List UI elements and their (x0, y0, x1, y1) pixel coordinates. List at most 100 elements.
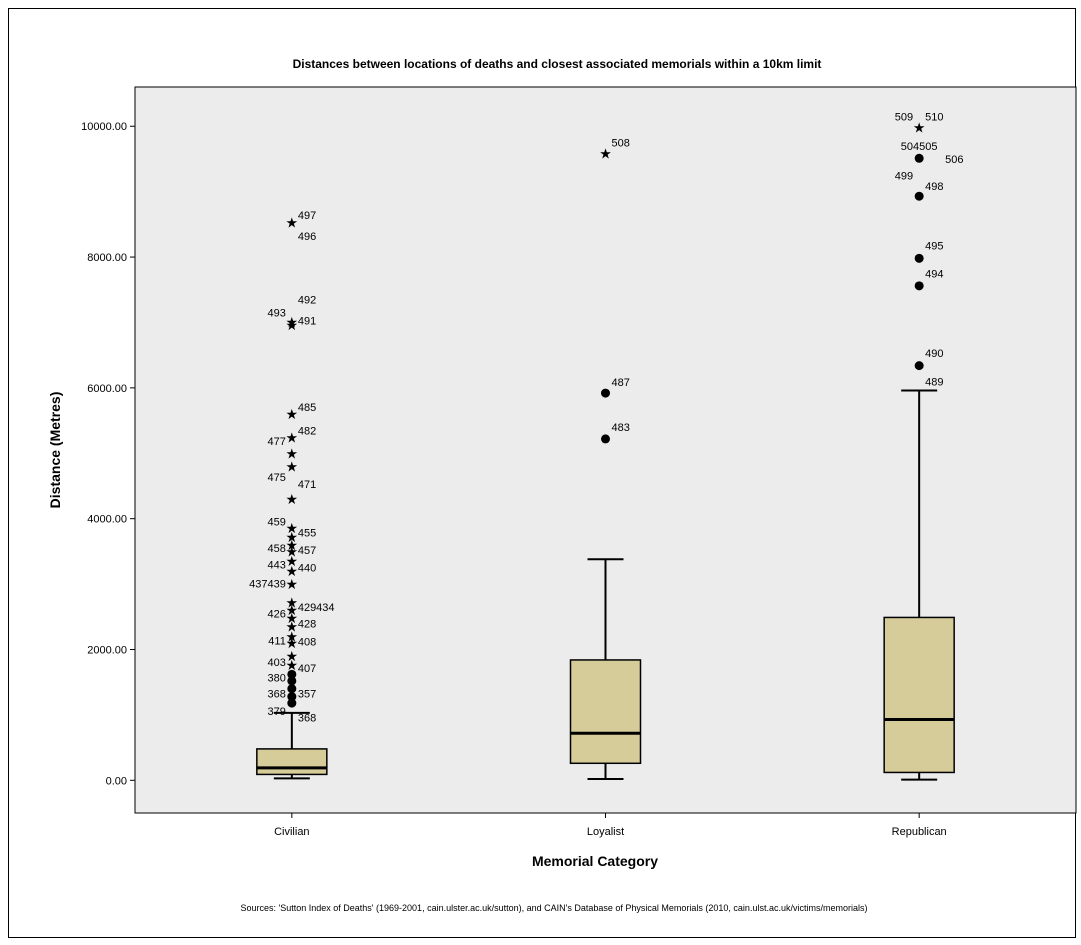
outlier-label: 495 (925, 240, 943, 252)
outlier-point (914, 153, 924, 163)
source-note: Sources: 'Sutton Index of Deaths' (1969-… (241, 903, 868, 913)
x-tick-label: Republican (892, 826, 947, 838)
extreme-point: ★ (286, 595, 299, 611)
outlier-point (287, 698, 297, 708)
outlier-label: 475 (267, 472, 285, 484)
outlier-label: 483 (612, 422, 630, 434)
outlier-point (914, 191, 924, 201)
outlier-label: 457 (298, 545, 316, 557)
box-republican (883, 389, 955, 781)
outlier-point (914, 281, 924, 291)
extreme-point: ★ (286, 544, 299, 560)
outlier-label: 477 (267, 436, 285, 448)
outlier-point (287, 684, 297, 694)
extreme-point: ★ (286, 577, 299, 593)
outlier-label: 508 (612, 138, 630, 150)
extreme-point: ★ (286, 407, 299, 423)
outlier-label: 496 (298, 231, 316, 243)
outlier-point (287, 669, 297, 679)
outlier-label: 403 (267, 657, 285, 669)
outlier-label: 506 (945, 154, 963, 166)
extreme-point: ★ (286, 636, 299, 652)
outlier-label: 368 (267, 688, 285, 700)
extreme-point: ★ (286, 315, 299, 331)
outlier-label: 428 (298, 618, 316, 630)
outlier-label: 497 (298, 210, 316, 222)
extreme-point: ★ (286, 492, 299, 508)
extreme-point: ★ (286, 530, 299, 546)
x-axis: Civilian Loyalist Republican (274, 813, 947, 838)
outlier-label: 458 (267, 543, 285, 555)
outlier-series: ★★★★★★★★★★★★★★★★★★★★★★★★★ (286, 121, 926, 708)
outlier-label: 379 (267, 706, 285, 718)
outlier-label: 443 (267, 559, 285, 571)
box-loyalist (569, 558, 642, 780)
outlier-label: 487 (612, 377, 630, 389)
chart-title: Distances between locations of deaths an… (293, 57, 822, 71)
extreme-point: ★ (286, 318, 299, 334)
box-series (256, 389, 955, 781)
outlier-label: 489 (925, 376, 943, 388)
outlier-label: 380 (267, 673, 285, 685)
outlier-label: 492 (298, 295, 316, 307)
outlier-label: 490 (925, 348, 943, 360)
box-iqr (256, 748, 328, 776)
outlier-point (287, 692, 297, 702)
extreme-point: ★ (286, 446, 299, 462)
outlier-label: 499 (895, 170, 913, 182)
outlier-point (601, 434, 610, 444)
outlier-label: 437439 (249, 578, 286, 590)
y-axis: 0.00 2000.00 4000.00 6000.00 8000.00 10000.00 (81, 121, 135, 787)
extreme-point: ★ (286, 459, 299, 475)
y-tick-label: 8000.00 (87, 252, 127, 264)
outlier-label: 407 (298, 663, 316, 675)
extreme-point: ★ (286, 629, 299, 645)
outlier-label: 494 (925, 268, 943, 280)
box-civilian (256, 711, 328, 780)
extreme-point: ★ (286, 620, 299, 636)
y-tick-label: 4000.00 (87, 514, 127, 526)
extreme-point: ★ (286, 538, 299, 554)
outlier-label: 426 (267, 609, 285, 621)
extreme-point: ★ (286, 611, 299, 627)
outlier-point (601, 388, 610, 398)
outlier-label: 408 (298, 637, 316, 649)
y-tick-label: 0.00 (106, 775, 127, 787)
outlier-label: 459 (267, 516, 285, 528)
extreme-point: ★ (286, 564, 299, 580)
extreme-point: ★ (913, 121, 926, 137)
extreme-point: ★ (286, 215, 299, 231)
box-iqr (569, 659, 642, 765)
outlier-label: 485 (298, 402, 316, 414)
outlier-label: 493 (267, 308, 285, 320)
x-tick-label: Civilian (274, 826, 309, 838)
outlier-label: 509 (895, 111, 913, 123)
outlier-label: 491 (298, 315, 316, 327)
extreme-point: ★ (286, 649, 299, 665)
outlier-point (914, 361, 924, 371)
y-tick-label: 10000.00 (81, 121, 127, 133)
x-tick-label: Loyalist (587, 826, 624, 838)
extreme-point: ★ (286, 521, 299, 537)
x-axis-title: Memorial Category (532, 853, 658, 869)
extreme-point: ★ (599, 147, 612, 163)
outlier-label: 357 (298, 688, 316, 700)
outlier-label: 411 (268, 635, 286, 647)
y-axis-title: Distance (Metres) (47, 392, 63, 509)
outlier-label: 510 (925, 111, 943, 123)
extreme-point: ★ (286, 554, 299, 570)
outlier-point (914, 253, 924, 263)
y-tick-label: 2000.00 (87, 644, 127, 656)
box-iqr (883, 616, 955, 774)
y-tick-label: 6000.00 (87, 383, 127, 395)
extreme-point: ★ (286, 431, 299, 447)
outlier-label: 440 (298, 563, 316, 575)
outlier-label: 368 (298, 713, 316, 725)
extreme-point: ★ (286, 658, 299, 674)
outlier-label: 455 (298, 527, 316, 539)
outlier-label: 471 (298, 479, 316, 491)
outlier-label: 498 (925, 181, 943, 193)
outlier-label: 504505 (901, 141, 938, 153)
outlier-point (287, 676, 297, 686)
